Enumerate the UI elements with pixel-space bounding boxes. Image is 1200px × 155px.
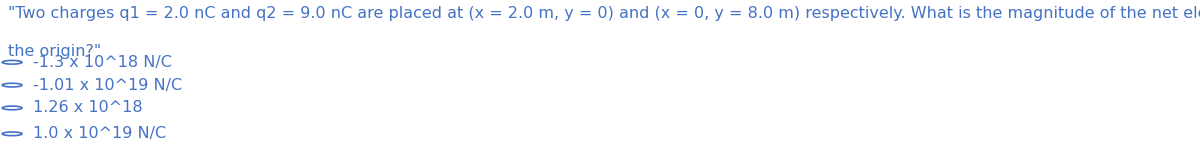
Text: "Two charges q1 = 2.0 nC and q2 = 9.0 nC are placed at (x = 2.0 m, y = 0) and (x: "Two charges q1 = 2.0 nC and q2 = 9.0 nC… xyxy=(8,6,1200,21)
Text: -1.01 x 10^19 N/C: -1.01 x 10^19 N/C xyxy=(32,78,182,93)
Text: 1.0 x 10^19 N/C: 1.0 x 10^19 N/C xyxy=(32,126,166,141)
Text: 1.26 x 10^18: 1.26 x 10^18 xyxy=(32,100,143,115)
Text: the origin?": the origin?" xyxy=(8,44,101,59)
Text: -1.3 x 10^18 N/C: -1.3 x 10^18 N/C xyxy=(32,55,172,70)
